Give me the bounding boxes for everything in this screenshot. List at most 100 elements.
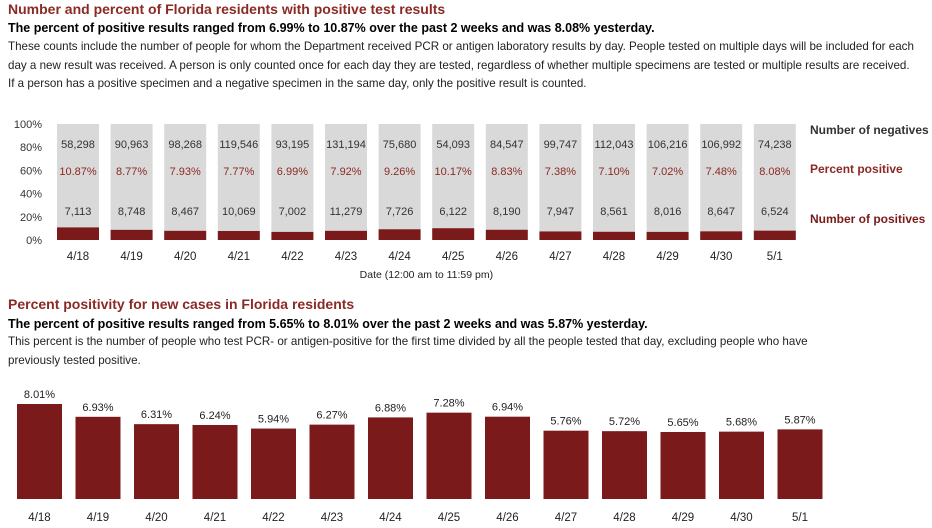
bar-percent-positivity	[426, 412, 472, 499]
label-percent-positive: 9.26%	[384, 166, 415, 178]
x-tick-label: 4/28	[603, 251, 625, 263]
label-positives: 8,467	[171, 206, 199, 218]
data-label: 6.88%	[375, 402, 406, 414]
label-negatives: 75,680	[383, 139, 417, 151]
label-percent-positive: 8.83%	[491, 166, 522, 178]
bar-positives	[378, 229, 421, 240]
label-positives: 7,113	[65, 206, 92, 218]
y-tick-label: 100%	[14, 119, 42, 131]
label-percent-positive: 6.99%	[277, 166, 308, 178]
x-tick-label: 4/20	[174, 251, 196, 263]
x-tick-label: 4/21	[204, 512, 226, 524]
x-tick-label: 4/22	[262, 512, 284, 524]
bar-positives	[57, 227, 99, 240]
x-tick-label: 4/30	[710, 251, 732, 263]
x-tick-label: 4/24	[388, 251, 411, 263]
label-negatives: 54,093	[436, 139, 470, 151]
label-negatives: 106,216	[648, 139, 688, 151]
x-tick-label: 4/24	[379, 512, 402, 524]
bar-positives	[271, 231, 314, 240]
bar-positives	[325, 230, 367, 240]
label-positives: 8,647	[707, 206, 735, 218]
x-tick-label: 4/22	[281, 251, 303, 263]
label-positives: 7,947	[547, 206, 575, 218]
label-percent-positive: 7.48%	[706, 166, 737, 178]
x-tick-label: 4/18	[67, 251, 89, 263]
legend-negatives: Number of negatives	[810, 123, 929, 137]
label-percent-positive: 7.93%	[170, 166, 201, 178]
bar-positives	[164, 230, 207, 240]
bar-positives	[700, 231, 743, 240]
bar-negatives	[593, 124, 635, 232]
bar-percent-positivity	[251, 428, 296, 499]
label-negatives: 112,043	[595, 139, 634, 151]
x-tick-label: 4/18	[28, 512, 50, 524]
label-positives: 8,190	[493, 206, 521, 218]
data-label: 5.68%	[726, 417, 757, 429]
x-tick-label: 5/1	[767, 251, 783, 263]
data-label: 5.87%	[784, 414, 815, 426]
chart2-subtitle: The percent of positive results ranged f…	[8, 317, 648, 331]
label-negatives: 119,546	[219, 139, 258, 151]
bar-percent-positivity	[777, 429, 823, 499]
x-tick-label: 4/23	[321, 512, 343, 524]
bar-negatives	[164, 124, 207, 231]
bar-positives	[539, 231, 582, 240]
data-label: 5.65%	[667, 417, 698, 429]
chart2-title: Percent positivity for new cases in Flor…	[8, 296, 355, 312]
bar-positives	[485, 229, 528, 240]
bar-percent-positivity	[75, 416, 121, 499]
data-label: 5.76%	[550, 416, 581, 428]
bar-percent-positivity	[719, 431, 764, 499]
label-percent-positive: 10.17%	[435, 166, 473, 178]
label-positives: 6,524	[761, 206, 789, 218]
data-label: 5.94%	[258, 414, 289, 426]
bar-percent-positivity	[192, 424, 238, 499]
data-label: 6.93%	[82, 402, 113, 414]
chart1-description: These counts include the number of peopl…	[8, 40, 914, 90]
stacked-bar-chart: 0% 20% 40% 60% 80% 100% 58,298 10.87% 7,113 4/18 9…	[14, 119, 796, 281]
bar-percent-positivity	[134, 424, 179, 499]
bar-positives	[753, 230, 796, 240]
data-label: 6.31%	[141, 409, 172, 421]
y-tick-label: 60%	[20, 165, 42, 177]
label-percent-positive: 7.38%	[545, 166, 576, 178]
label-positives: 10,069	[222, 206, 256, 218]
bar-percent-positivity	[602, 431, 647, 499]
x-tick-label: 4/25	[438, 512, 460, 524]
bar-positives	[217, 230, 260, 240]
data-label: 7.28%	[433, 398, 464, 410]
bar-negatives	[646, 124, 689, 232]
bar-negatives	[753, 124, 796, 231]
bar-negatives	[325, 124, 367, 231]
label-percent-positive: 7.10%	[598, 166, 629, 178]
x-axis-label: Date (12:00 am to 11:59 pm)	[360, 269, 493, 281]
label-negatives: 74,238	[758, 139, 792, 151]
x-tick-label: 4/30	[730, 512, 752, 524]
percent-positivity-bar-chart: 8.01% 4/18 6.93% 4/19 6.31% 4/20 6.24% 4/21 5.94…	[17, 389, 823, 524]
x-tick-label: 4/20	[145, 512, 167, 524]
x-tick-label: 4/21	[228, 251, 250, 263]
legend-percent-positive: Percent positive	[810, 162, 903, 176]
y-tick-label: 0%	[26, 235, 42, 247]
x-tick-label: 4/23	[335, 251, 357, 263]
y-tick-label: 40%	[20, 189, 42, 201]
bar-percent-positivity	[17, 404, 62, 499]
x-tick-label: 4/28	[613, 512, 635, 524]
x-tick-label: 4/26	[496, 251, 518, 263]
label-negatives: 84,547	[490, 139, 524, 151]
bar-negatives	[217, 124, 260, 231]
y-tick-label: 80%	[20, 142, 42, 154]
label-percent-positive: 8.08%	[759, 166, 790, 178]
chart1-subtitle: The percent of positive results ranged f…	[8, 21, 655, 35]
bar-percent-positivity	[485, 416, 530, 499]
chart2-description: This percent is the number of people who…	[8, 335, 808, 367]
bar-negatives	[271, 124, 314, 232]
label-positives: 7,726	[386, 206, 414, 218]
label-negatives: 131,194	[326, 139, 366, 151]
x-tick-label: 4/26	[496, 512, 518, 524]
bar-positives	[432, 228, 475, 240]
label-negatives: 99,747	[544, 139, 578, 151]
bar-negatives	[378, 124, 421, 230]
label-negatives: 58,298	[61, 139, 95, 151]
